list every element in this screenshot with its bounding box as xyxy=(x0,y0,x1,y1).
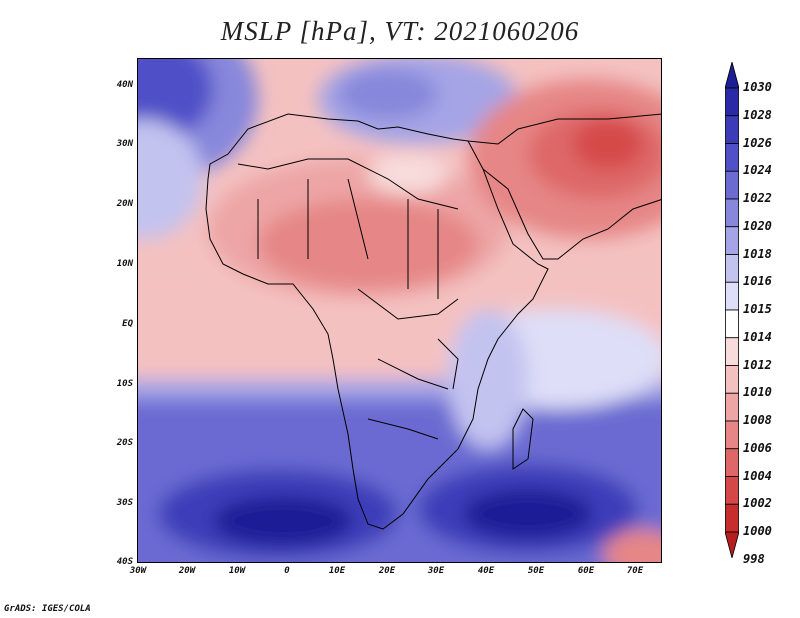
colorbar-label: 1022 xyxy=(743,191,772,205)
lat-label-eq: EQ xyxy=(122,319,133,329)
colorbar-box xyxy=(725,254,739,283)
colorbar-box xyxy=(725,87,739,117)
colorbar-label: 1018 xyxy=(743,246,772,261)
lon-label-0: 0 xyxy=(284,566,290,576)
colorbar-box xyxy=(725,115,739,144)
lon-label-60e: 60E xyxy=(577,566,595,576)
colorbar-box xyxy=(725,448,739,477)
grads-credit: GrADS: IGES/COLA xyxy=(4,604,91,614)
lon-label-30e: 30E xyxy=(427,566,445,576)
colorbar-box xyxy=(725,476,739,505)
colorbar-label: 1000 xyxy=(743,524,772,538)
lon-label-30w: 30W xyxy=(129,566,147,576)
lon-label-20e: 20E xyxy=(378,566,396,576)
colorbar xyxy=(725,62,739,558)
lon-label-50e: 50E xyxy=(527,566,545,576)
colorbar-box xyxy=(725,281,739,311)
colorbar-box xyxy=(725,337,739,366)
colorbar-box xyxy=(725,198,739,228)
colorbar-label: 1016 xyxy=(743,274,772,289)
colorbar-label: 1026 xyxy=(743,135,772,150)
colorbar-label: 1006 xyxy=(743,440,772,455)
lon-label-20w: 20W xyxy=(178,566,196,576)
colorbar-box xyxy=(725,170,739,200)
pressure-field-svg xyxy=(138,59,661,562)
colorbar-box xyxy=(725,309,739,339)
lat-label-20s: 20S xyxy=(116,438,133,448)
colorbar-label: 1004 xyxy=(743,468,772,483)
lon-label-70e: 70E xyxy=(626,566,644,576)
lat-label-10n: 10N xyxy=(116,259,133,269)
colorbar-top-arrow xyxy=(725,62,739,89)
colorbar-label: 1008 xyxy=(743,413,772,427)
colorbar-label: 1024 xyxy=(743,163,772,178)
colorbar-box xyxy=(725,226,739,255)
coastlines xyxy=(205,113,661,530)
lat-label-40n: 40N xyxy=(116,80,133,90)
pressure-map xyxy=(137,58,662,563)
colorbar-bottom-arrow xyxy=(725,531,739,558)
colorbar-label: 1012 xyxy=(743,357,772,372)
colorbar-label: 1015 xyxy=(743,302,772,316)
lat-label-20n: 20N xyxy=(116,199,133,209)
lon-label-40e: 40E xyxy=(477,566,495,576)
lat-label-30n: 30N xyxy=(116,139,133,149)
map-title: MSLP [hPa], VT: 2021060206 xyxy=(220,16,580,46)
colorbar-label: 1020 xyxy=(743,218,772,233)
lat-label-40s: 40S xyxy=(116,557,133,567)
colorbar-label: 1002 xyxy=(743,496,772,511)
colorbar-label: 1030 xyxy=(743,80,772,94)
lon-label-10e: 10E xyxy=(328,566,346,576)
colorbar-label: 998 xyxy=(743,551,765,566)
colorbar-box xyxy=(725,503,739,533)
colorbar-label: 1028 xyxy=(743,107,772,122)
colorbar-box xyxy=(725,392,739,422)
lat-label-30s: 30S xyxy=(116,498,133,508)
lat-label-10s: 10S xyxy=(116,379,133,389)
colorbar-label: 1010 xyxy=(743,385,772,400)
lon-label-10w: 10W xyxy=(228,566,246,576)
colorbar-box xyxy=(725,365,739,394)
colorbar-box xyxy=(725,420,739,450)
colorbar-label: 1014 xyxy=(743,329,772,344)
colorbar-box xyxy=(725,143,739,172)
pressure-blobs xyxy=(138,59,661,562)
